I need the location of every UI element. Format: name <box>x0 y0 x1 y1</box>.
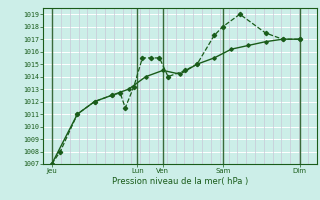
X-axis label: Pression niveau de la mer( hPa ): Pression niveau de la mer( hPa ) <box>112 177 248 186</box>
